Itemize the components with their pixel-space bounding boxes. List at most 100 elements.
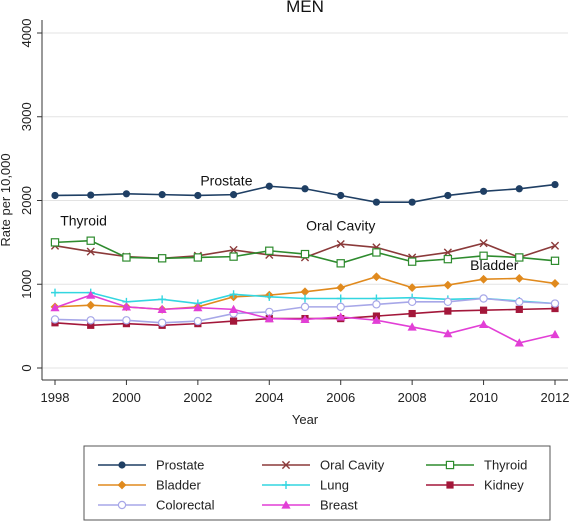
- legend-item-prostate: Prostate: [98, 458, 204, 473]
- legend-marker: [445, 460, 455, 470]
- data-point-breast: [228, 304, 239, 313]
- data-point-prostate: [479, 187, 488, 195]
- legend-item-colorectal: Colorectal: [98, 498, 215, 513]
- data-point-breast: [336, 312, 346, 321]
- data-point-bladder: [514, 273, 524, 283]
- y-tick-label: 2000: [19, 186, 34, 215]
- legend-item-bladder: Bladder: [98, 478, 201, 493]
- data-point-prostate: [301, 185, 309, 193]
- legend-marker: [117, 480, 127, 490]
- data-point-kidney: [408, 309, 416, 318]
- data-point-colorectal: [122, 316, 131, 325]
- data-point-prostate: [87, 191, 95, 199]
- data-point-prostate: [122, 190, 131, 198]
- y-tick-label: 1000: [19, 270, 34, 299]
- data-point-prostate: [51, 191, 59, 200]
- data-point-prostate: [337, 191, 345, 200]
- data-point-lung: [229, 290, 238, 299]
- y-axis-title: Rate per 10,000: [0, 153, 13, 246]
- data-point-lung: [158, 295, 167, 304]
- data-point-kidney: [229, 317, 238, 325]
- data-point-thyroid: [86, 236, 95, 245]
- x-tick-label: 2010: [469, 390, 498, 405]
- chart-title: MEN: [286, 0, 324, 16]
- data-point-oral-cavity: [443, 248, 452, 257]
- data-point-colorectal: [157, 318, 167, 327]
- data-point-breast: [371, 315, 382, 324]
- data-point-colorectal: [50, 315, 60, 324]
- data-point-thyroid: [122, 253, 131, 262]
- data-point-thyroid: [550, 256, 560, 266]
- data-point-kidney: [515, 305, 523, 313]
- data-point-breast: [86, 290, 96, 299]
- data-point-colorectal: [479, 294, 488, 303]
- data-point-thyroid: [372, 248, 381, 257]
- legend: Prostate Oral Cavity Thyroid Bladder Lung Kid…: [98, 458, 527, 513]
- data-point-prostate: [551, 180, 559, 189]
- x-tick-label: 2008: [398, 390, 427, 405]
- legend-label: Colorectal: [156, 498, 215, 513]
- legend-marker: [281, 500, 291, 509]
- data-point-colorectal: [336, 302, 345, 312]
- data-point-breast: [300, 314, 310, 324]
- data-point-colorectal: [443, 297, 453, 307]
- data-point-colorectal: [193, 316, 203, 326]
- data-point-breast: [443, 329, 453, 338]
- data-point-thyroid: [157, 254, 167, 263]
- data-point-bladder: [407, 283, 417, 292]
- legend-item-lung: Lung: [262, 478, 349, 493]
- data-point-colorectal: [372, 300, 381, 309]
- data-point-breast: [157, 304, 167, 313]
- data-point-prostate: [444, 191, 452, 200]
- data-point-breast: [50, 303, 60, 312]
- data-point-prostate: [265, 182, 273, 190]
- data-point-colorectal: [550, 299, 560, 308]
- legend-label: Bladder: [156, 478, 201, 493]
- legend-marker: [282, 481, 290, 489]
- data-point-kidney: [551, 304, 559, 313]
- data-point-bladder: [372, 272, 381, 282]
- data-point-thyroid: [407, 257, 417, 266]
- data-point-bladder: [443, 280, 453, 290]
- data-point-bladder: [479, 274, 488, 284]
- series-thyroid: [50, 236, 560, 268]
- data-point-oral-cavity: [86, 247, 95, 256]
- data-point-lung: [51, 288, 59, 297]
- data-point-thyroid: [265, 246, 274, 255]
- y-tick-label: 3000: [19, 102, 34, 131]
- series-colorectal: [50, 294, 560, 327]
- data-point-lung: [336, 294, 345, 303]
- data-point-prostate: [372, 198, 381, 206]
- annotation-label: Bladder: [470, 257, 519, 273]
- data-point-oral-cavity: [336, 239, 345, 249]
- x-tick-label: 2006: [326, 390, 355, 405]
- data-point-breast: [514, 338, 524, 347]
- series-layer: [50, 180, 560, 347]
- data-point-prostate: [158, 191, 166, 199]
- data-point-breast: [407, 322, 417, 331]
- data-point-kidney: [87, 321, 95, 329]
- x-ticks: 1998 2000 2002 2004 2006 2008 2010 2012: [41, 380, 569, 405]
- data-point-prostate: [408, 198, 416, 206]
- legend-label: Breast: [320, 498, 358, 513]
- data-point-bladder: [336, 283, 346, 292]
- data-point-oral-cavity: [479, 239, 488, 248]
- x-tick-label: 2000: [112, 390, 141, 405]
- legend-marker: [117, 500, 127, 510]
- data-point-breast: [264, 313, 274, 323]
- data-point-oral-cavity: [550, 241, 560, 250]
- data-point-kidney: [444, 307, 452, 315]
- legend-label: Thyroid: [484, 458, 527, 473]
- data-point-kidney: [479, 306, 488, 314]
- data-point-thyroid: [336, 259, 345, 268]
- data-point-breast: [193, 303, 203, 312]
- data-point-prostate: [229, 191, 238, 199]
- legend-marker: [446, 481, 454, 489]
- data-point-breast: [121, 302, 132, 311]
- legend-item-oral-cavity: Oral Cavity: [262, 458, 385, 473]
- annotation-label: Thyroid: [60, 213, 107, 229]
- x-tick-label: 2002: [183, 390, 212, 405]
- data-point-thyroid: [300, 249, 310, 259]
- y-tick-label: 4000: [19, 19, 34, 48]
